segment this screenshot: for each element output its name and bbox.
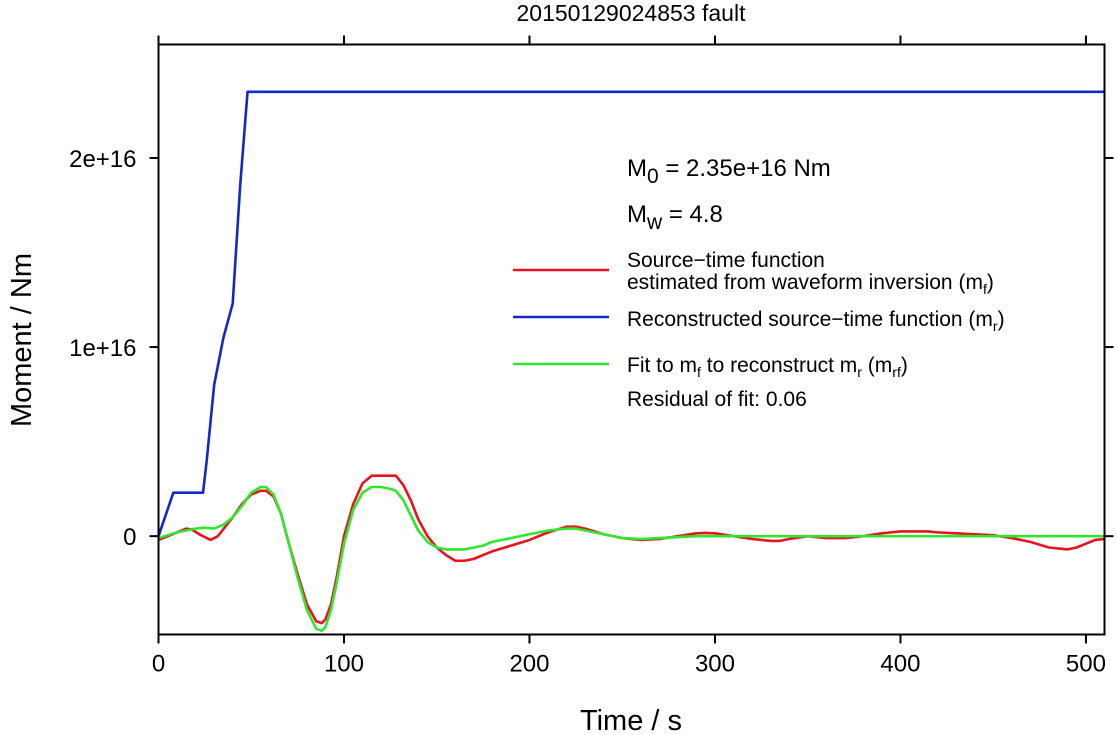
legend-mrf-c-sub: rf	[892, 364, 901, 380]
ticks-layer: 0 100 200 300 400 500 0 1e+16 2e+16	[69, 35, 1114, 678]
residual-annotation: Residual of fit: 0.06	[627, 388, 807, 411]
y-axis-title: Moment / Nm	[6, 253, 38, 427]
y-tick-label: 1e+16	[69, 335, 136, 362]
chart-title: 20150129024853 fault	[517, 0, 747, 26]
legend-mf-line2-end: )	[987, 271, 994, 294]
m0-rest: = 2.35e+16 Nm	[659, 155, 831, 182]
legend-mrf-end: )	[901, 354, 908, 377]
x-tick-label: 200	[509, 651, 549, 678]
plot-frame	[157, 43, 1106, 636]
legend-mrf-c: (m	[862, 354, 892, 377]
legend: Source−time function estimated from wave…	[513, 249, 1005, 411]
m0-sub: 0	[647, 165, 659, 188]
legend-label-mf-line1: Source−time function	[627, 249, 825, 272]
legend-mrf-b-sub: r	[857, 364, 862, 380]
legend-mrf-a-sub: f	[697, 364, 701, 380]
legend-mr-text: Reconstructed source−time function (m	[627, 308, 993, 331]
legend-mr-sub: r	[993, 318, 998, 334]
series-line-mf	[158, 474, 1105, 625]
series-layer	[157, 90, 1105, 633]
m0-annotation: M0 = 2.35e+16 Nm	[627, 155, 831, 188]
x-tick-label: 400	[880, 651, 920, 678]
legend-label-mr: Reconstructed source−time function (mr)	[627, 308, 1005, 334]
x-tick-label: 0	[152, 651, 165, 678]
mw-annotation: Mw = 4.8	[627, 201, 723, 234]
x-tick-label: 300	[695, 651, 735, 678]
legend-label-mf-line2: estimated from waveform inversion (mf)	[627, 271, 994, 297]
m0-base: M	[627, 155, 647, 182]
legend-label-mrf: Fit to mf to reconstruct mr (mrf)	[627, 354, 908, 380]
x-tick-label: 100	[324, 651, 364, 678]
y-tick-label: 2e+16	[69, 146, 136, 173]
x-axis-title: Time / s	[580, 705, 682, 735]
series-line-mr	[157, 90, 1105, 537]
mw-base: M	[627, 201, 647, 228]
legend-mr-end: )	[998, 308, 1005, 331]
y-tick-label: 0	[123, 524, 136, 551]
mw-rest: = 4.8	[662, 201, 723, 228]
x-tick-label: 500	[1066, 651, 1106, 678]
legend-mf-line2-text: estimated from waveform inversion (m	[627, 271, 983, 294]
legend-mrf-b: to reconstruct m	[701, 354, 857, 377]
legend-mrf-a: Fit to m	[627, 354, 697, 377]
mw-sub: w	[646, 211, 663, 234]
legend-mf-line2-sub: f	[983, 281, 987, 297]
series-line-mrf	[158, 485, 1105, 633]
